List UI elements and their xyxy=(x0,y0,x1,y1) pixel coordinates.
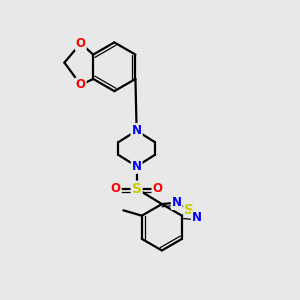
Text: O: O xyxy=(111,182,121,195)
Text: O: O xyxy=(76,37,86,50)
Text: S: S xyxy=(132,182,142,196)
Text: N: N xyxy=(192,211,202,224)
Text: N: N xyxy=(172,196,182,209)
Text: N: N xyxy=(132,160,142,173)
Text: N: N xyxy=(132,124,142,137)
Text: O: O xyxy=(152,182,162,195)
Text: S: S xyxy=(184,203,194,217)
Text: N: N xyxy=(132,124,142,137)
Text: O: O xyxy=(76,78,86,92)
